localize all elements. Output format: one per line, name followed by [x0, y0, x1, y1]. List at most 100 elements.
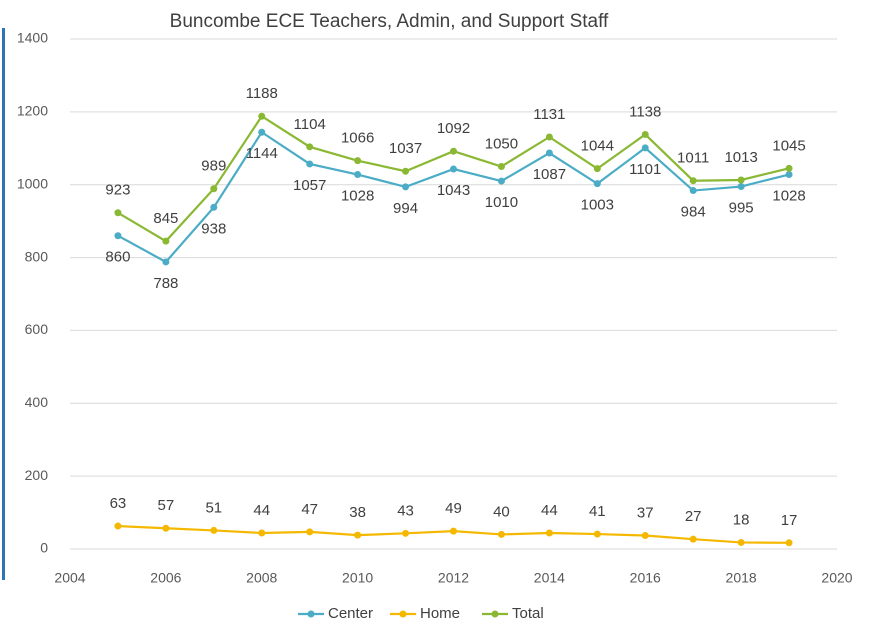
- data-point: [114, 209, 122, 217]
- data-label: 1104: [294, 116, 326, 133]
- data-point: [785, 171, 793, 179]
- x-tick-label: 2004: [54, 570, 85, 586]
- data-point: [497, 163, 505, 170]
- data-label: 51: [205, 499, 222, 516]
- data-point: [402, 167, 410, 175]
- data-point: [689, 187, 697, 195]
- legend-label: Home: [420, 605, 460, 622]
- data-point: [258, 529, 266, 537]
- data-point: [306, 143, 314, 151]
- data-label: 1050: [485, 135, 518, 152]
- data-point: [306, 528, 314, 536]
- data-point: [450, 165, 457, 173]
- data-label: 1066: [341, 130, 374, 147]
- y-tick-label: 1400: [17, 30, 48, 46]
- data-label: 1045: [772, 137, 805, 154]
- y-tick-label: 400: [25, 394, 49, 410]
- data-label: 1003: [581, 197, 614, 214]
- data-point: [785, 539, 793, 547]
- data-point: [354, 531, 362, 539]
- legend-marker: [491, 610, 499, 618]
- x-tick-label: 2014: [534, 570, 565, 586]
- data-label: 1028: [772, 187, 805, 204]
- data-point: [162, 524, 170, 532]
- data-label: 49: [445, 500, 462, 517]
- data-point: [210, 526, 218, 534]
- data-point: [593, 165, 601, 173]
- x-tick-label: 2020: [821, 570, 852, 586]
- data-point: [641, 532, 649, 540]
- data-label: 63: [110, 495, 127, 512]
- data-label: 27: [685, 508, 702, 525]
- data-label: 43: [397, 502, 414, 519]
- chart-title: Buncombe ECE Teachers, Admin, and Suppor…: [170, 11, 609, 32]
- data-label: 1037: [389, 140, 422, 157]
- data-label: 1010: [485, 194, 518, 211]
- data-label: 41: [589, 503, 606, 520]
- data-label: 938: [201, 220, 226, 237]
- data-label: 984: [681, 204, 706, 221]
- data-label: 1144: [246, 145, 278, 162]
- data-label: 1092: [437, 120, 470, 137]
- data-label: 47: [301, 501, 318, 518]
- y-tick-label: 1200: [17, 103, 48, 119]
- data-point: [162, 258, 170, 266]
- data-label: 1057: [293, 177, 326, 194]
- legend-label: Center: [328, 605, 373, 622]
- data-label: 1131: [533, 106, 565, 123]
- data-label: 37: [637, 504, 654, 521]
- data-point: [545, 133, 553, 141]
- data-label: 994: [393, 200, 418, 217]
- data-point: [641, 130, 649, 138]
- y-tick-label: 600: [25, 321, 49, 337]
- data-label: 1011: [677, 150, 709, 167]
- data-point: [402, 529, 410, 537]
- data-label: 1138: [629, 103, 661, 120]
- data-label: 1101: [629, 161, 661, 178]
- frame-accent: [2, 28, 5, 580]
- data-label: 788: [153, 275, 178, 292]
- y-tick-label: 0: [40, 540, 48, 556]
- x-tick-label: 2008: [246, 570, 277, 586]
- data-label: 860: [105, 249, 130, 266]
- data-point: [258, 112, 266, 120]
- x-tick-label: 2010: [342, 570, 373, 586]
- data-label: 1028: [341, 187, 374, 204]
- data-label: 40: [493, 503, 510, 520]
- data-point: [114, 522, 122, 530]
- data-label: 44: [253, 502, 270, 519]
- data-label: 38: [349, 504, 366, 521]
- data-point: [306, 160, 314, 168]
- data-point: [785, 164, 793, 172]
- legend-marker: [399, 610, 407, 618]
- data-point: [210, 203, 218, 211]
- x-tick-label: 2012: [438, 570, 469, 586]
- data-label: 44: [541, 502, 558, 519]
- data-point: [497, 530, 505, 538]
- data-label: 1043: [437, 182, 470, 199]
- data-point: [737, 183, 745, 191]
- x-tick-label: 2018: [726, 570, 757, 586]
- data-label: 923: [105, 182, 130, 199]
- data-point: [258, 128, 266, 136]
- data-point: [593, 530, 601, 538]
- data-point: [593, 180, 601, 188]
- y-tick-label: 1000: [17, 175, 48, 191]
- data-point: [162, 237, 170, 245]
- data-label: 18: [733, 511, 750, 528]
- y-tick-label: 800: [25, 248, 49, 264]
- data-point: [114, 232, 122, 240]
- data-label: 1013: [724, 149, 757, 166]
- data-point: [450, 527, 457, 535]
- data-label: 1087: [533, 166, 566, 183]
- data-label: 845: [153, 210, 178, 227]
- data-point: [354, 157, 362, 165]
- data-point: [354, 171, 362, 179]
- data-label: 57: [158, 497, 175, 514]
- legend-label: Total: [512, 605, 544, 622]
- data-point: [497, 177, 505, 185]
- x-tick-label: 2006: [150, 570, 181, 586]
- data-point: [545, 529, 553, 537]
- data-point: [689, 177, 697, 185]
- legend-marker: [307, 610, 315, 618]
